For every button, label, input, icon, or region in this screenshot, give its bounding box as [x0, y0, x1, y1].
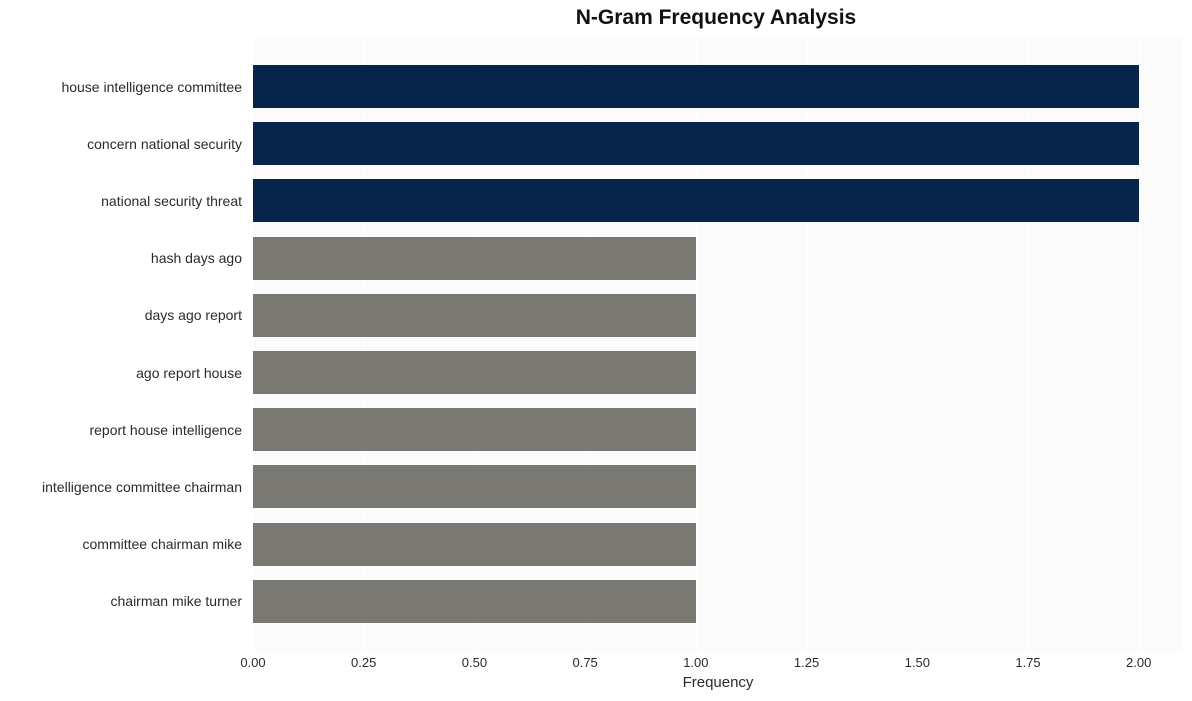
- y-tick-label: report house intelligence: [0, 422, 242, 438]
- bar: [253, 294, 696, 337]
- chart-title: N-Gram Frequency Analysis: [0, 6, 1192, 30]
- x-tick-label: 1.25: [794, 655, 819, 670]
- bar: [253, 465, 696, 508]
- x-tick-label: 2.00: [1126, 655, 1151, 670]
- x-tick-label: 1.50: [905, 655, 930, 670]
- x-axis-title: Frequency: [253, 674, 1183, 691]
- y-tick-label: house intelligence committee: [0, 79, 242, 95]
- y-tick-label: hash days ago: [0, 250, 242, 266]
- y-tick-label: national security threat: [0, 193, 242, 209]
- bar: [253, 351, 696, 394]
- bar: [253, 237, 696, 280]
- bars-group: [253, 36, 1183, 653]
- y-tick-label: days ago report: [0, 307, 242, 323]
- bar: [253, 408, 696, 451]
- x-tick-label: 0.75: [572, 655, 597, 670]
- x-tick-label: 1.75: [1015, 655, 1040, 670]
- y-tick-label: chairman mike turner: [0, 593, 242, 609]
- bar: [253, 65, 1139, 108]
- x-tick-label: 1.00: [683, 655, 708, 670]
- y-tick-label: committee chairman mike: [0, 536, 242, 552]
- bar: [253, 122, 1139, 165]
- x-tick-label: 0.50: [462, 655, 487, 670]
- bar: [253, 580, 696, 623]
- bar: [253, 179, 1139, 222]
- y-tick-label: concern national security: [0, 136, 242, 152]
- y-axis-labels: house intelligence committee concern nati…: [0, 36, 248, 653]
- bar: [253, 523, 696, 566]
- plot-area: [253, 36, 1183, 653]
- x-tick-label: 0.00: [240, 655, 265, 670]
- x-axis-labels: 0.000.250.500.751.001.251.501.752.00: [253, 655, 1183, 675]
- y-tick-label: ago report house: [0, 365, 242, 381]
- y-tick-label: intelligence committee chairman: [0, 479, 242, 495]
- ngram-frequency-chart: N-Gram Frequency Analysis house intellig…: [0, 0, 1192, 701]
- x-tick-label: 0.25: [351, 655, 376, 670]
